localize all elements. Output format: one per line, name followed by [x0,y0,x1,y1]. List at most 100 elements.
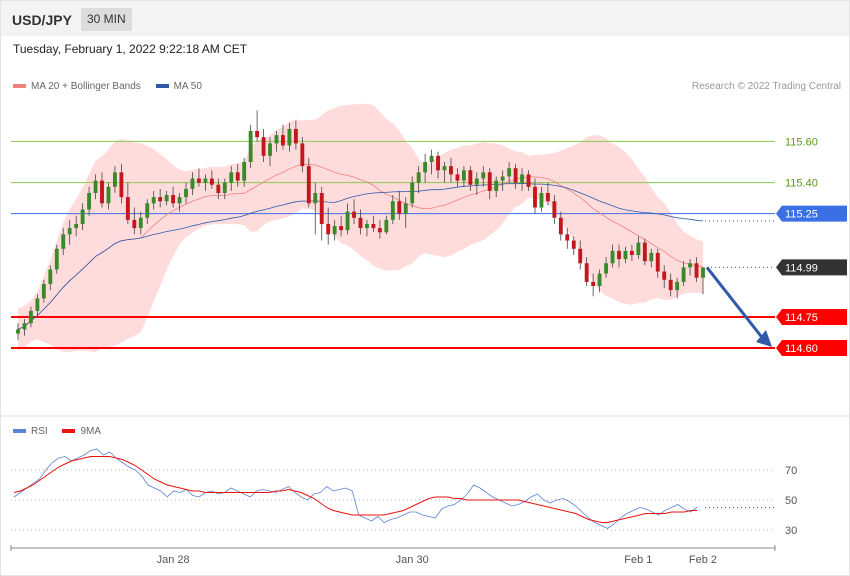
candlesticks [16,110,705,340]
rsi-tick-label: 50 [785,495,797,507]
candle-body [610,250,615,264]
candle-body [248,131,253,162]
candle-body [203,178,208,183]
rsi-legend: RSI 9MA [13,426,101,437]
candle-body [655,252,660,272]
candle-body [80,209,85,224]
candle-body [74,224,79,229]
candle-body [261,137,266,156]
candle-body [300,143,305,167]
candle-body [636,242,641,255]
candle-body [701,267,705,278]
ma50-legend-label: MA 50 [173,81,202,92]
candle-body [384,219,389,233]
candle-body [597,273,602,286]
candle-body [623,250,628,260]
rsi-tick-label: 70 [785,465,797,477]
currency-pair-label: USD/JPY [12,12,72,28]
candle-body [675,281,680,291]
candle-body [339,226,344,231]
candle-body [93,180,98,193]
candle-body [642,242,647,262]
candle-body [151,197,156,204]
candle-body [184,188,188,198]
rsi-tick-label: 30 [785,525,797,537]
candle-body [662,271,667,280]
candle-body [442,166,447,171]
current-tag [776,259,847,276]
candle-body [138,217,143,229]
candle-body [429,155,434,162]
candle-body [352,211,356,218]
support-tag-label: 114.60 [785,343,818,355]
candle-body [403,203,408,214]
candle-body [423,162,428,173]
forecast-arrow [705,266,772,347]
rsi-panel: 70 50 30 [11,448,797,537]
candle-body [397,201,402,214]
candle-body [365,224,369,229]
candle-body [35,298,40,311]
rsi-line [13,448,698,529]
rsi-ma-legend-label: 9MA [80,426,102,437]
rsi-ma-swatch [62,429,76,434]
candle-body [112,172,117,187]
candle-body [416,172,421,183]
current-tag-label: 114.99 [785,262,818,274]
candle-body [332,226,337,235]
candle-body [287,128,292,146]
candle-body [688,263,693,268]
ma20-swatch [13,84,26,89]
candle-body [552,201,557,218]
pivot-tag-label: 115.25 [785,209,818,221]
candle-body [158,197,163,202]
candle-body [255,131,260,138]
candle-body [28,310,33,324]
candle-body [545,193,550,202]
candle-body [558,217,563,235]
candle-body [455,174,460,181]
candle-body [235,172,240,181]
candle-body [578,248,583,264]
x-tick-label: Feb 2 [689,554,717,566]
x-tick-label: Jan 28 [157,554,190,566]
copyright-label: Research © 2022 Trading Central [691,81,841,92]
rsi-legend-label: RSI [31,426,48,437]
candle-body [449,166,453,175]
candle-body [474,178,479,185]
candle-body [507,168,512,177]
x-tick-label: Feb 1 [624,554,652,566]
candle-body [48,269,53,284]
candle-body [533,186,537,208]
candle-body [377,228,382,233]
candle-body [190,178,195,189]
forecast-arrowhead [756,330,772,347]
candle-body [694,263,699,278]
candle-body [229,172,234,183]
resistance-label: 115.60 [785,136,818,148]
candle-body [319,193,324,224]
candle-body [67,228,72,235]
candle-body [513,168,518,183]
x-axis: Jan 28 Jan 30 Feb 1 Feb 2 [10,545,776,566]
candle-body [106,186,111,204]
candle-body [197,178,201,183]
candle-body [520,174,524,183]
interval-button[interactable]: 30 MIN [81,8,132,31]
candle-body [681,267,686,282]
candle-body [313,193,318,204]
rsi-swatch [13,429,26,434]
candle-body [591,281,596,286]
candle-body [500,176,505,181]
header-bar: USD/JPY 30 MIN [1,1,849,36]
candle-body [345,211,350,231]
candle-body [132,219,137,229]
candle-body [358,217,363,229]
candle-body [584,263,589,282]
candle-body [222,182,227,193]
candle-body [145,203,150,218]
candle-body [306,166,311,204]
candle-body [125,197,130,220]
candle-body [177,197,182,204]
